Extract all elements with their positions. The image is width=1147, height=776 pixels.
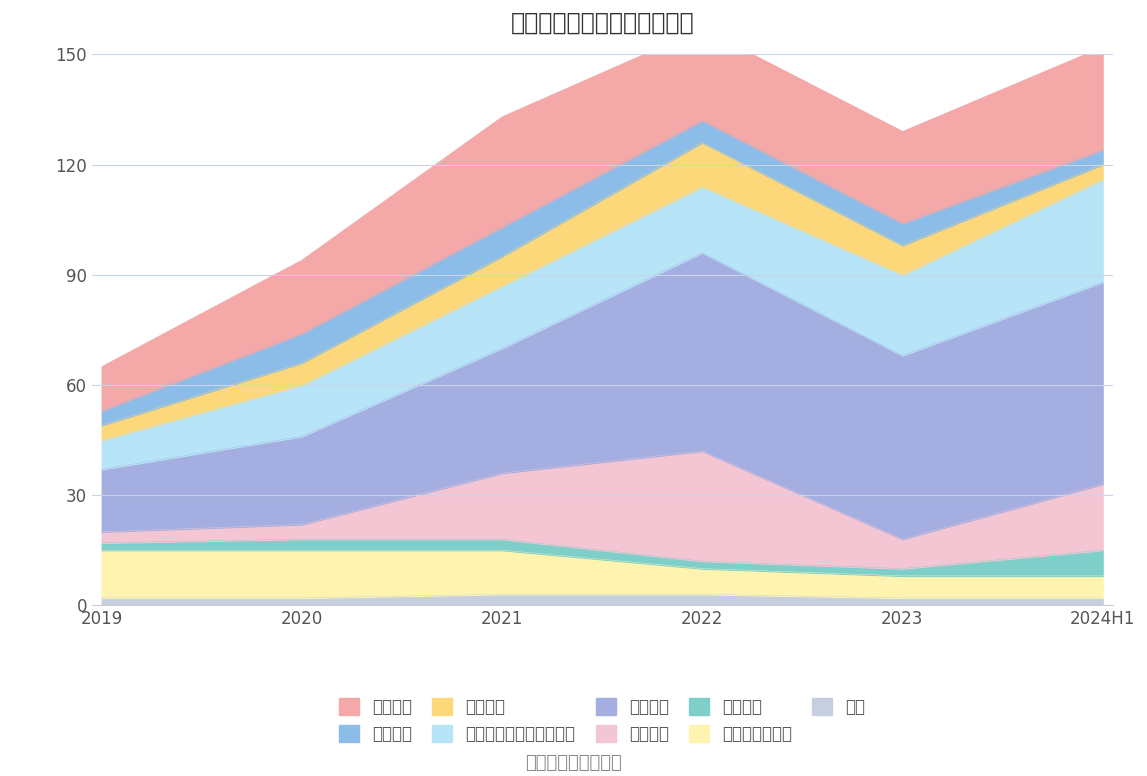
Title: 历年主要负债堆积图（亿元）: 历年主要负债堆积图（亿元）: [510, 10, 694, 34]
Legend: 短期借款, 应付票据, 应付账款, 一年内到期的非流动负债, 长期借款, 应付债券, 租赁负债, 长期应付款合计, 其它: 短期借款, 应付票据, 应付账款, 一年内到期的非流动负债, 长期借款, 应付债…: [330, 690, 874, 751]
Text: 数据来源：恒生聚源: 数据来源：恒生聚源: [525, 754, 622, 772]
